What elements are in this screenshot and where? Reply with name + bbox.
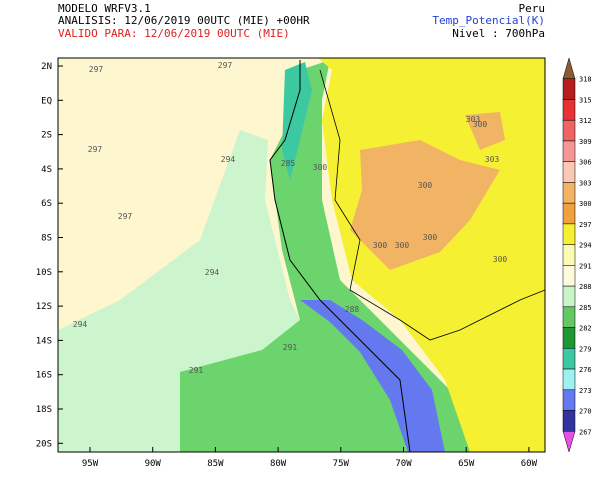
variable-name: Temp_Potencial(K): [432, 14, 545, 27]
contour-label: 294: [205, 268, 220, 277]
contour-label: 303: [485, 155, 500, 164]
lon-label: 65W: [458, 459, 475, 469]
colorbar-label: 303: [579, 179, 592, 187]
contour-label: 291: [283, 343, 298, 352]
colorbar-label: 306: [579, 159, 592, 167]
lat-label: EQ: [41, 96, 52, 106]
colorbar-segment: [562, 78, 576, 100]
border: [319, 69, 546, 341]
contour-label: 300: [313, 163, 328, 172]
contour-label: 300: [493, 255, 508, 264]
colorbar-label: 279: [579, 345, 592, 353]
colorbar-end: [562, 57, 576, 79]
colorbar-label: 294: [579, 242, 592, 250]
coastline: [269, 60, 411, 453]
colorbar-label: 291: [579, 262, 592, 270]
field-303b: [465, 112, 505, 150]
map-area: [57, 57, 546, 453]
colorbar-label: 318: [579, 76, 592, 84]
contour-label: 303: [466, 115, 481, 124]
colorbar-label: 273: [579, 387, 592, 395]
colorbar-segment: [562, 140, 576, 162]
lat-label: 10S: [36, 268, 52, 278]
colorbar-label: 270: [579, 408, 592, 416]
colorbar-segment: [562, 327, 576, 349]
contour-label: 300: [418, 181, 433, 190]
field-285: [282, 62, 312, 180]
lon-label: 75W: [333, 459, 350, 469]
contour-label: 285: [281, 159, 296, 168]
lat-label: 16S: [36, 371, 52, 381]
colorbar-label: 282: [579, 325, 592, 333]
map-frame: [57, 57, 546, 453]
colorbar-segment: [562, 99, 576, 121]
field-279: [300, 300, 445, 452]
contour-label: 297: [89, 65, 104, 74]
lat-label: 20S: [36, 439, 52, 449]
valid-time: VALIDO PARA: 12/06/2019 00UTC (MIE): [58, 27, 290, 40]
lat-label: 12S: [36, 302, 52, 312]
contour-label: 300: [423, 233, 438, 242]
colorbar-label: 312: [579, 117, 592, 125]
lat-label: 2S: [41, 131, 52, 141]
colorbar-segment: [562, 306, 576, 328]
contour-label: 294: [73, 320, 88, 329]
lon-label: 95W: [82, 459, 99, 469]
colorbar-segment: [562, 265, 576, 287]
lon-label: 80W: [270, 459, 287, 469]
lat-label: 14S: [36, 336, 52, 346]
colorbar-label: 276: [579, 366, 592, 374]
contour-label: 300: [395, 241, 410, 250]
colorbar-segment: [562, 368, 576, 391]
colorbar-label: 285: [579, 304, 592, 312]
colorbar-label: 288: [579, 283, 592, 291]
colorbar-segment: [562, 223, 576, 245]
contour-label: 300: [373, 241, 388, 250]
colorbar-segment: [562, 202, 576, 225]
contour-label: 294: [221, 155, 236, 164]
field-303: [350, 140, 500, 270]
colorbar-label: 315: [579, 96, 592, 104]
lat-label: 6S: [41, 199, 52, 209]
colorbar-label: 267: [579, 428, 592, 436]
lat-label: 2N: [41, 62, 52, 72]
lat-label: 4S: [41, 165, 52, 175]
colorbar-segment: [562, 182, 576, 204]
contour-label: 300: [473, 120, 488, 129]
analysis-time: ANALISIS: 12/06/2019 00UTC (MIE) +00HR: [58, 14, 310, 27]
region-name: Peru: [519, 2, 546, 15]
lon-label: 70W: [395, 459, 412, 469]
contour-label: 297: [118, 212, 133, 221]
lon-label: 90W: [145, 459, 162, 469]
lat-label: 8S: [41, 234, 52, 244]
colorbar-segment: [562, 348, 576, 370]
contour-label: 291: [189, 366, 204, 375]
lon-label: 85W: [207, 459, 224, 469]
colorbar-segment: [562, 161, 576, 183]
colorbar-label: 309: [579, 138, 592, 146]
colorbar-segment: [562, 389, 576, 411]
contour-label: 297: [88, 145, 103, 154]
colorbar-segment: [562, 410, 576, 432]
colorbar-segment: [562, 285, 576, 308]
colorbar-segment: [562, 244, 576, 266]
lon-label: 60W: [521, 459, 538, 469]
colorbar-end: [562, 431, 576, 453]
level-name: Nivel : 700hPa: [452, 27, 545, 40]
contour-label: 297: [218, 61, 233, 70]
lat-label: 18S: [36, 405, 52, 415]
model-title: MODELO WRFV3.1: [58, 2, 151, 15]
colorbar-label: 300: [579, 200, 592, 208]
colorbar-label: 297: [579, 221, 592, 229]
colorbar-segment: [562, 119, 576, 142]
contour-label: 288: [345, 305, 360, 314]
